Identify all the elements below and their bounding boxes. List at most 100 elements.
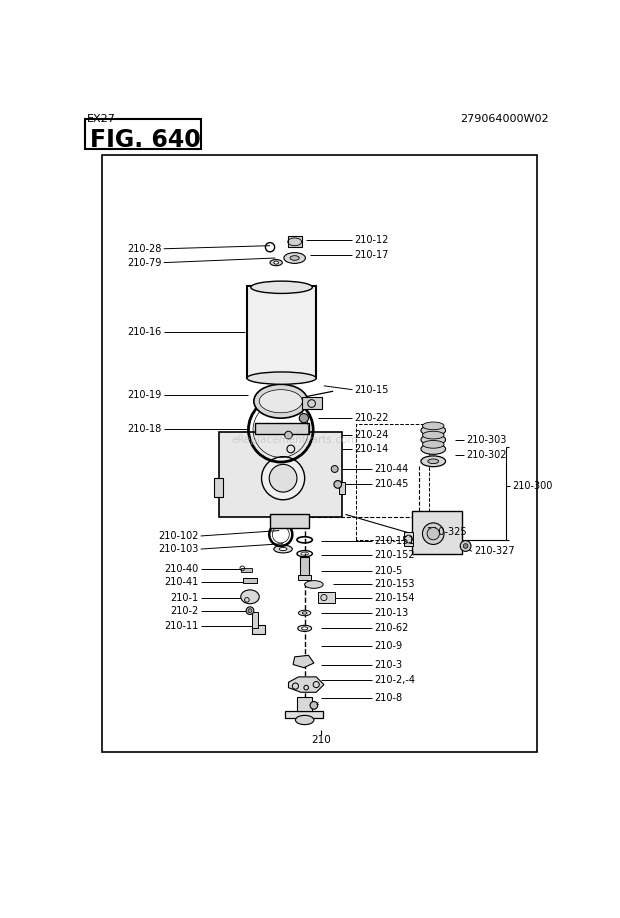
Ellipse shape bbox=[247, 372, 316, 385]
Bar bbox=[252, 624, 265, 633]
Ellipse shape bbox=[304, 580, 323, 588]
Text: 210-13: 210-13 bbox=[374, 608, 408, 618]
Text: 210-18: 210-18 bbox=[127, 424, 161, 434]
Text: 210-11: 210-11 bbox=[164, 621, 198, 631]
Text: 279064000W02: 279064000W02 bbox=[460, 115, 549, 125]
Ellipse shape bbox=[295, 715, 314, 724]
Text: EX27: EX27 bbox=[87, 115, 115, 125]
Text: 210-300: 210-300 bbox=[513, 481, 553, 491]
Text: 210-327: 210-327 bbox=[474, 546, 515, 556]
Text: 210-16: 210-16 bbox=[127, 327, 161, 337]
Bar bbox=[317, 592, 335, 603]
Circle shape bbox=[269, 465, 297, 492]
Ellipse shape bbox=[298, 610, 311, 616]
Bar bbox=[270, 514, 309, 528]
Bar bbox=[214, 478, 223, 498]
Circle shape bbox=[460, 541, 471, 552]
Bar bbox=[219, 432, 342, 517]
Ellipse shape bbox=[274, 545, 293, 553]
Ellipse shape bbox=[284, 252, 306, 263]
Text: 210-153: 210-153 bbox=[374, 579, 414, 589]
Ellipse shape bbox=[290, 256, 299, 261]
Bar bbox=[412, 511, 462, 554]
Text: 210-302: 210-302 bbox=[466, 450, 507, 460]
Ellipse shape bbox=[270, 260, 282, 265]
Ellipse shape bbox=[259, 389, 303, 413]
Bar bbox=[241, 568, 252, 572]
Text: 210-17: 210-17 bbox=[355, 250, 389, 260]
Ellipse shape bbox=[298, 625, 312, 632]
Circle shape bbox=[463, 543, 468, 548]
Ellipse shape bbox=[421, 434, 446, 445]
Text: FIG. 640: FIG. 640 bbox=[90, 129, 201, 152]
Text: 210-325: 210-325 bbox=[427, 527, 467, 537]
Bar bbox=[404, 532, 413, 546]
Text: 210: 210 bbox=[311, 735, 330, 745]
Text: 210-15: 210-15 bbox=[355, 385, 389, 395]
Bar bbox=[288, 237, 301, 247]
Bar bbox=[85, 119, 201, 149]
Text: 210-1: 210-1 bbox=[170, 593, 198, 602]
Ellipse shape bbox=[301, 627, 308, 630]
Text: 210-62: 210-62 bbox=[374, 623, 409, 633]
Circle shape bbox=[299, 413, 309, 423]
Text: 210-8: 210-8 bbox=[374, 693, 402, 702]
Ellipse shape bbox=[274, 261, 278, 264]
Text: 210-24: 210-24 bbox=[355, 431, 389, 440]
Text: 210-9: 210-9 bbox=[374, 641, 402, 651]
Circle shape bbox=[246, 607, 254, 614]
Ellipse shape bbox=[279, 547, 287, 551]
Circle shape bbox=[334, 480, 342, 488]
Bar bbox=[252, 612, 258, 628]
Ellipse shape bbox=[250, 281, 312, 294]
Bar bbox=[102, 155, 537, 752]
Text: 210-22: 210-22 bbox=[355, 413, 389, 423]
Text: 210-154: 210-154 bbox=[374, 593, 414, 602]
Text: 210-45: 210-45 bbox=[374, 479, 409, 489]
Text: 210-41: 210-41 bbox=[164, 577, 198, 588]
Text: 210-102: 210-102 bbox=[158, 531, 198, 541]
Bar bbox=[285, 711, 323, 719]
Text: 210-44: 210-44 bbox=[374, 464, 408, 474]
Circle shape bbox=[422, 523, 444, 544]
Bar bbox=[300, 556, 309, 578]
Text: 210-2: 210-2 bbox=[170, 606, 198, 616]
Bar bbox=[298, 576, 311, 580]
Circle shape bbox=[285, 431, 293, 439]
Circle shape bbox=[331, 465, 338, 473]
Text: 210-2,-4: 210-2,-4 bbox=[374, 675, 415, 685]
Bar bbox=[243, 578, 257, 583]
Ellipse shape bbox=[422, 441, 444, 448]
Text: 210-40: 210-40 bbox=[164, 564, 198, 574]
Text: 210-103: 210-103 bbox=[158, 544, 198, 554]
Text: eReplacementParts.com: eReplacementParts.com bbox=[231, 435, 358, 444]
Text: 210-151: 210-151 bbox=[374, 536, 414, 546]
Text: 210-152: 210-152 bbox=[374, 550, 415, 560]
Bar bbox=[247, 285, 316, 378]
Ellipse shape bbox=[254, 385, 308, 419]
Ellipse shape bbox=[422, 422, 444, 430]
Ellipse shape bbox=[428, 459, 438, 464]
Bar bbox=[339, 482, 345, 494]
Ellipse shape bbox=[421, 456, 446, 466]
Text: 210-28: 210-28 bbox=[127, 244, 161, 253]
Text: 210-5: 210-5 bbox=[374, 565, 402, 576]
Circle shape bbox=[427, 528, 440, 540]
Text: 210-79: 210-79 bbox=[127, 258, 161, 268]
Text: 210-3: 210-3 bbox=[374, 659, 402, 669]
Text: 210-19: 210-19 bbox=[127, 390, 161, 400]
Bar bbox=[303, 397, 322, 409]
Text: 210-303: 210-303 bbox=[466, 435, 507, 444]
Ellipse shape bbox=[421, 443, 446, 454]
Ellipse shape bbox=[421, 425, 446, 436]
Ellipse shape bbox=[241, 590, 259, 604]
Text: x: x bbox=[316, 700, 319, 706]
Polygon shape bbox=[293, 655, 314, 667]
Circle shape bbox=[262, 456, 304, 499]
Bar bbox=[297, 697, 312, 711]
Text: 210-14: 210-14 bbox=[355, 444, 389, 454]
Bar bbox=[255, 423, 309, 433]
Text: 210-12: 210-12 bbox=[355, 234, 389, 244]
Ellipse shape bbox=[303, 611, 307, 614]
Circle shape bbox=[310, 701, 317, 710]
